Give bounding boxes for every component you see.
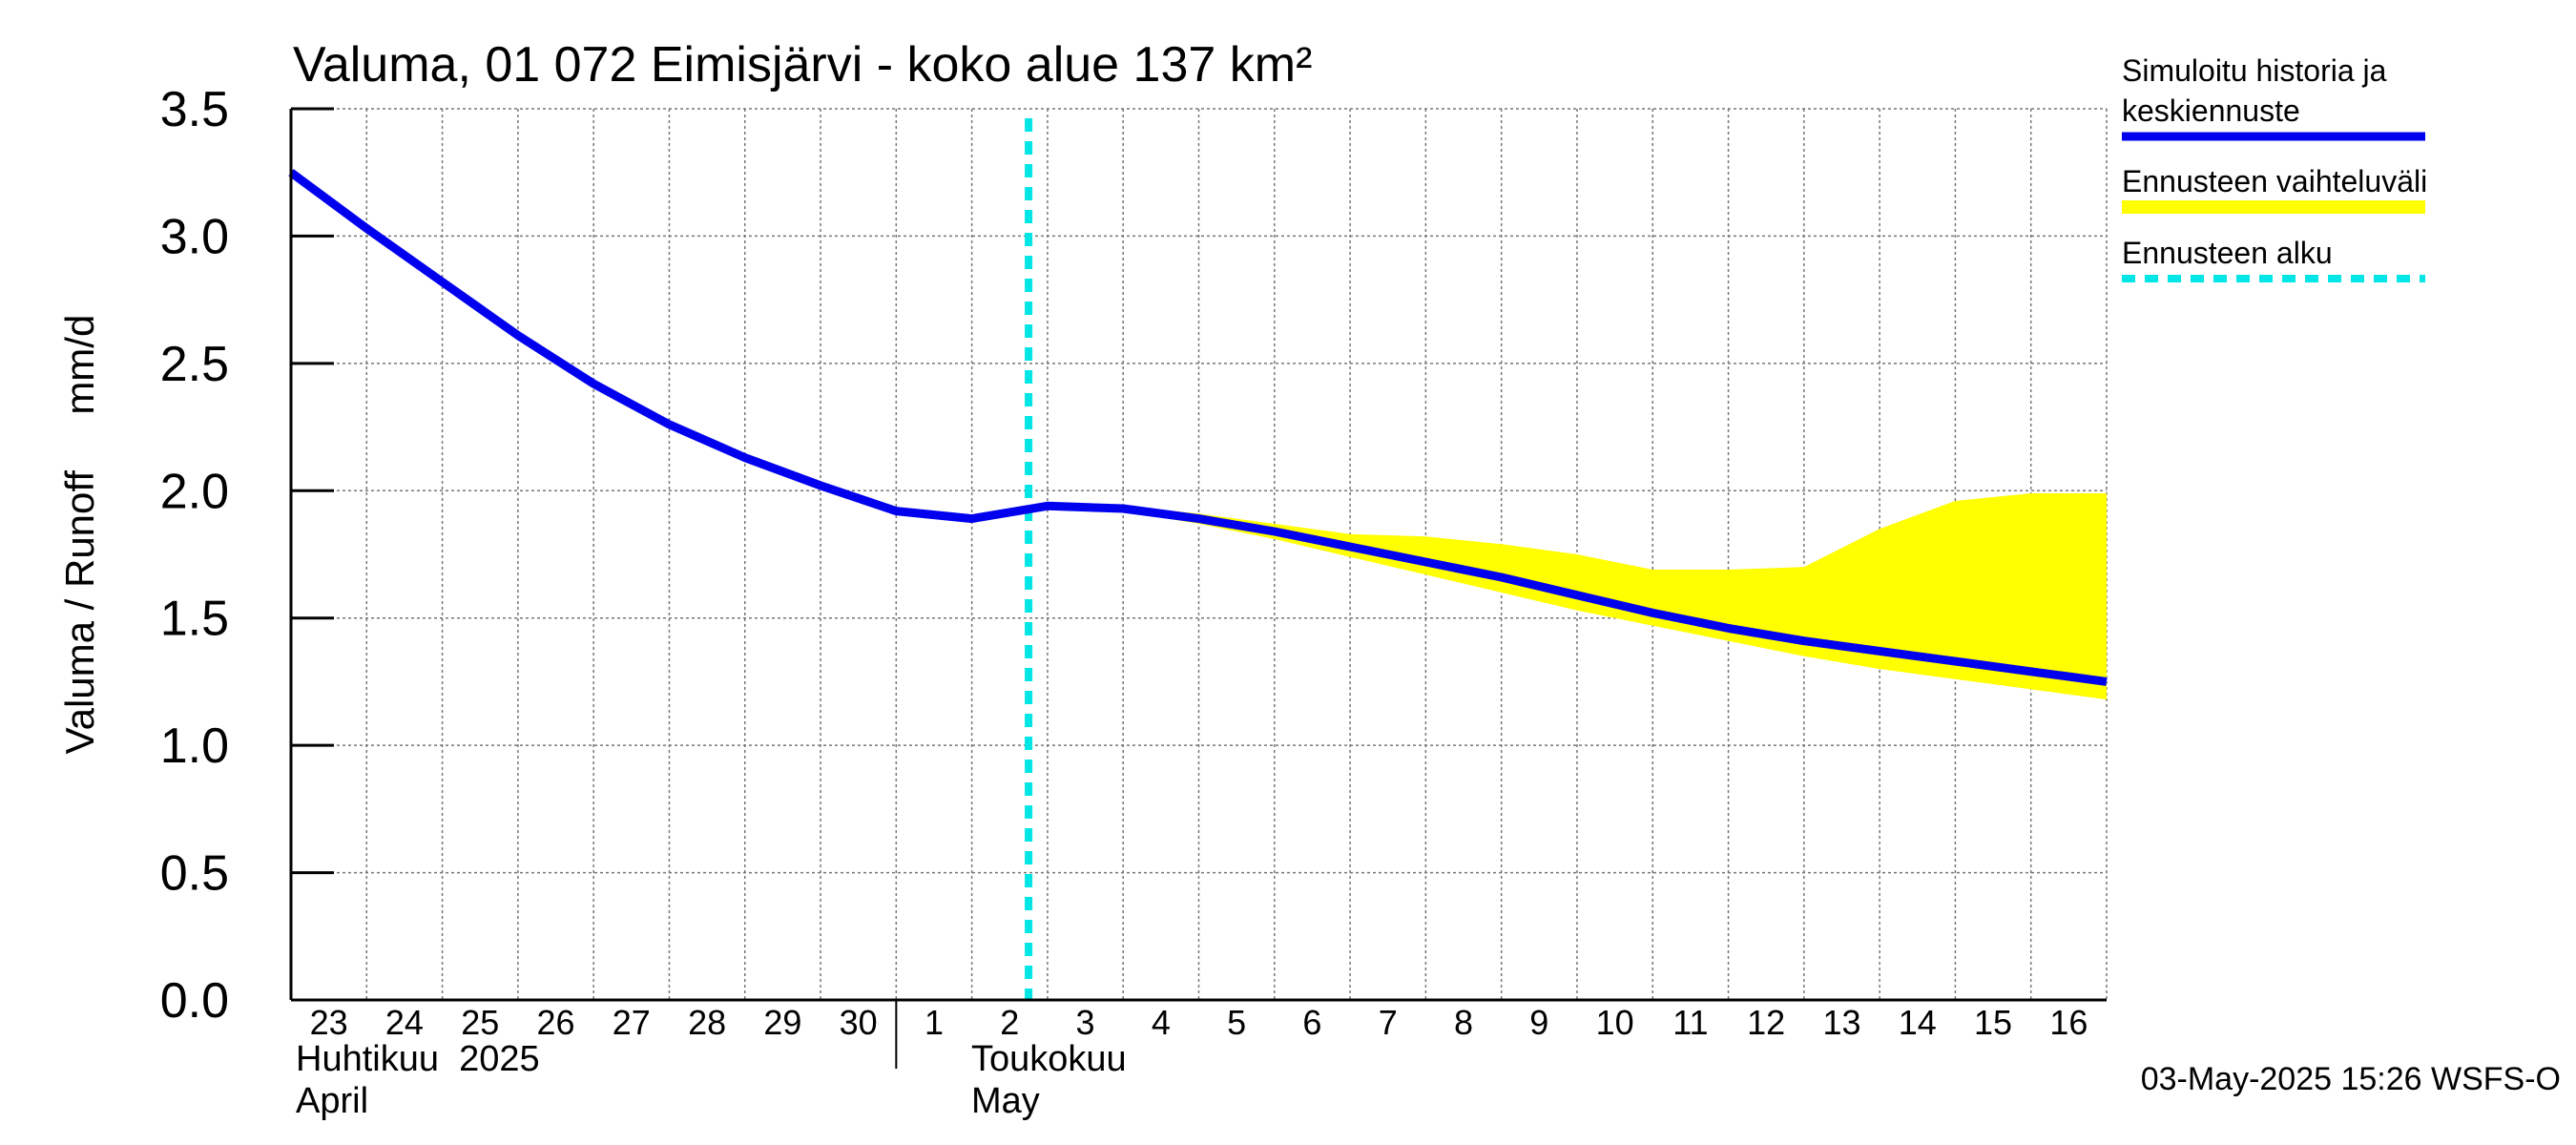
y-tick-label: 3.0	[160, 209, 229, 264]
x-tick-label: 29	[763, 1003, 801, 1042]
x-tick-label: 26	[536, 1003, 574, 1042]
legend: Simuloitu historia ja keskiennuste Ennus…	[2122, 53, 2427, 282]
x-tick-label: 16	[2049, 1003, 2088, 1042]
x-tick-label: 27	[613, 1003, 651, 1042]
x-tick-label: 10	[1596, 1003, 1634, 1042]
x-tick-label: 30	[840, 1003, 878, 1042]
y-tick-label: 2.0	[160, 464, 229, 519]
y-tick-label: 3.5	[160, 82, 229, 137]
legend-label-simulated-line2: keskiennuste	[2122, 94, 2300, 128]
x-tick-label: 7	[1379, 1003, 1398, 1042]
month-label-may-en: May	[971, 1081, 1040, 1121]
chart-title: Valuma, 01 072 Eimisjärvi - koko alue 13…	[293, 37, 1312, 93]
x-tick-label: 5	[1227, 1003, 1246, 1042]
legend-label-range: Ennusteen vaihteluväli	[2122, 164, 2427, 198]
y-tick-label: 0.0	[160, 973, 229, 1029]
x-tick-label: 2	[1000, 1003, 1019, 1042]
y-axis-label: Valuma / Runoff mm/d	[57, 315, 102, 755]
x-tick-label: 24	[385, 1003, 424, 1042]
month-label-april-en: April	[296, 1081, 368, 1121]
x-tick-label: 8	[1454, 1003, 1473, 1042]
x-tick-label: 3	[1076, 1003, 1095, 1042]
x-tick-label: 15	[1974, 1003, 2012, 1042]
month-label-april-fi: Huhtikuu 2025	[296, 1039, 540, 1079]
x-tick-label: 9	[1529, 1003, 1548, 1042]
y-tick-label: 1.0	[160, 718, 229, 774]
x-tick-label: 12	[1747, 1003, 1785, 1042]
legend-label-forecast-start: Ennusteen alku	[2122, 236, 2333, 270]
x-tick-label: 28	[688, 1003, 726, 1042]
y-tick-label: 0.5	[160, 846, 229, 902]
x-tick-label: 1	[924, 1003, 944, 1042]
legend-label-simulated-line1: Simuloitu historia ja	[2122, 53, 2387, 88]
x-tick-label: 14	[1899, 1003, 1937, 1042]
x-tick-label: 6	[1302, 1003, 1321, 1042]
x-tick-label: 11	[1672, 1003, 1708, 1042]
simulated-runoff-line	[288, 169, 2108, 686]
x-tick-label: 4	[1152, 1003, 1171, 1042]
x-tick-labels: 23 24 25 26 27 28 29 30 1 2 3 4 5 6 7 8 9 10 11 12 13 14 15 16	[310, 1003, 2088, 1042]
x-tick-label: 23	[310, 1003, 348, 1042]
axes	[289, 109, 2107, 1069]
footer-timestamp: 03-May-2025 15:26 WSFS-O	[2141, 1061, 2561, 1097]
month-label-may-fi: Toukokuu	[971, 1039, 1127, 1079]
x-tick-label: 13	[1822, 1003, 1860, 1042]
y-tick-labels: 0.0 0.5 1.0 1.5 2.0 2.5 3.0 3.5	[160, 82, 334, 1029]
x-tick-label: 25	[461, 1003, 499, 1042]
y-tick-label: 2.5	[160, 337, 229, 392]
y-tick-label: 1.5	[160, 592, 229, 647]
